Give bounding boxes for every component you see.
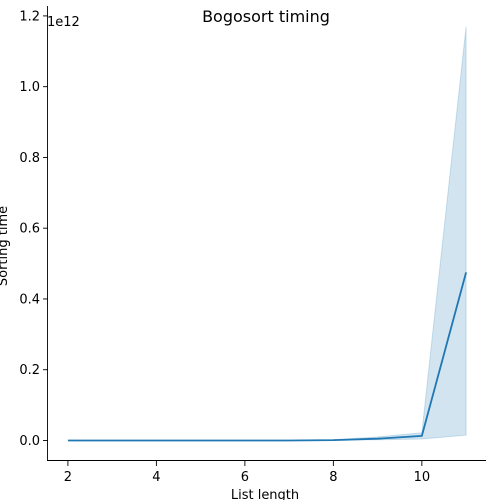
data-point [421,435,423,437]
data-point [200,439,202,441]
x-axis-label: List length [231,488,299,500]
y-axis-label: Sorting time [0,206,11,286]
x-tick-label: 10 [414,470,431,485]
data-point [465,271,467,273]
data-point [377,438,379,440]
series-line-layer [67,271,467,441]
y-tick-label: 1.0 [19,80,40,95]
data-point [155,439,157,441]
x-tick-label: 2 [64,470,72,485]
y-tick-label: 0.6 [19,222,40,237]
x-tick-label: 4 [152,470,160,485]
confidence-band-mean [68,27,466,441]
y-offset-label: 1e12 [47,15,80,30]
x-tick-label: 8 [329,470,337,485]
y-tick-label: 0.4 [19,292,40,307]
data-point [67,439,69,441]
data-point [288,439,290,441]
x-ticks: 2 4 6 8 10 [64,461,430,485]
y-tick-label: 1.2 [19,9,40,24]
x-tick-label: 6 [241,470,249,485]
series-line-mean [68,272,466,440]
data-point [332,439,334,441]
chart-title: Bogosort timing [202,7,330,26]
y-tick-label: 0.2 [19,363,40,378]
data-point [111,439,113,441]
confidence-band-layer [68,27,466,441]
y-tick-label: 0.8 [19,151,40,166]
y-tick-label: 0.0 [19,434,40,449]
data-point [244,439,246,441]
y-ticks: 0.0 0.2 0.4 0.6 0.8 1.0 1.2 [19,9,48,449]
